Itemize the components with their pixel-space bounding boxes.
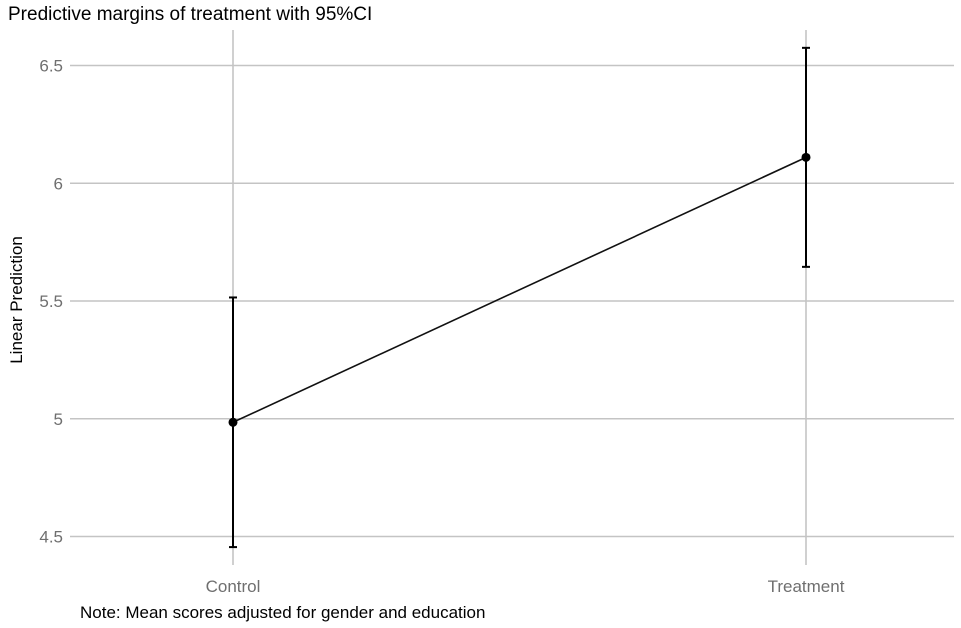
series-line (232, 156, 807, 424)
y-tick-label: 5.5 (39, 292, 63, 311)
series (228, 46, 811, 549)
grid (70, 30, 954, 565)
data-point (228, 417, 238, 427)
y-tick-label: 6 (54, 174, 63, 193)
x-tick-label: Control (206, 577, 261, 596)
y-axis-label: Linear Prediction (7, 236, 26, 364)
y-axis-ticks: 4.5 5 5.5 6 6.5 (39, 57, 63, 547)
y-tick-label: 5 (54, 410, 63, 429)
x-tick-label: Treatment (768, 577, 845, 596)
chart-title: Predictive margins of treatment with 95%… (8, 4, 372, 25)
y-tick-label: 6.5 (39, 57, 63, 76)
data-point (801, 152, 811, 162)
y-tick-label: 4.5 (39, 528, 63, 547)
x-axis-ticks: Control Treatment (206, 577, 845, 596)
chart-note: Note: Mean scores adjusted for gender an… (80, 603, 485, 622)
